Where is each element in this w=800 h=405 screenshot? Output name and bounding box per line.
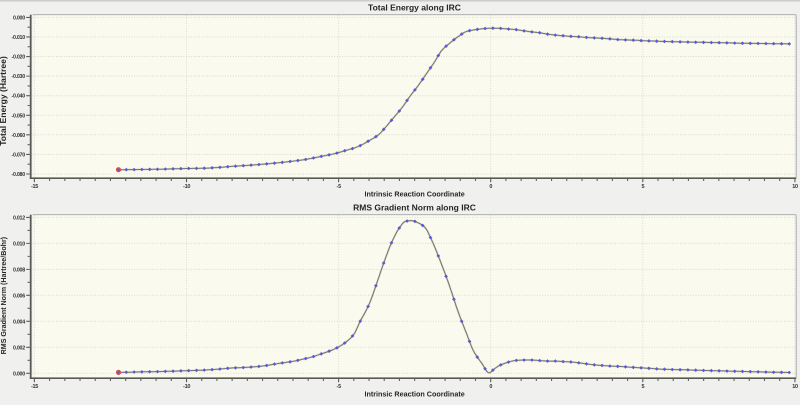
svg-text:0.012: 0.012 (13, 215, 25, 221)
svg-text:-0.040: -0.040 (12, 94, 26, 100)
svg-text:0.008: 0.008 (13, 267, 25, 273)
svg-text:RMS Gradient Norm along IRC: RMS Gradient Norm along IRC (353, 202, 476, 212)
svg-text:0.010: 0.010 (13, 241, 25, 247)
svg-text:-0.020: -0.020 (12, 55, 26, 61)
svg-text:-0.070: -0.070 (12, 152, 26, 158)
svg-text:0: 0 (489, 384, 492, 390)
svg-text:0.006: 0.006 (13, 293, 25, 299)
svg-text:Intrinsic Reaction Coordinate: Intrinsic Reaction Coordinate (364, 390, 464, 399)
svg-text:0.002: 0.002 (13, 345, 25, 351)
svg-text:-5: -5 (337, 384, 342, 390)
svg-text:5: 5 (642, 184, 645, 190)
svg-text:10: 10 (792, 184, 798, 190)
svg-text:-0.060: -0.060 (12, 133, 26, 139)
svg-text:5: 5 (642, 384, 645, 390)
svg-text:-0.050: -0.050 (12, 113, 26, 119)
svg-text:-5: -5 (337, 184, 342, 190)
svg-text:Total Energy (Hartree): Total Energy (Hartree) (0, 56, 8, 146)
svg-text:10: 10 (792, 384, 798, 390)
svg-text:-15: -15 (31, 184, 38, 190)
svg-text:Total Energy along IRC: Total Energy along IRC (368, 2, 461, 12)
svg-text:-0.010: -0.010 (12, 35, 26, 41)
svg-text:-10: -10 (183, 384, 190, 390)
svg-text:0.000: 0.000 (13, 371, 25, 377)
svg-text:Intrinsic Reaction Coordinate: Intrinsic Reaction Coordinate (364, 190, 464, 199)
svg-text:0: 0 (489, 184, 492, 190)
svg-text:0.000: 0.000 (13, 15, 25, 21)
svg-text:-0.080: -0.080 (12, 172, 26, 178)
svg-text:-0.030: -0.030 (12, 74, 26, 80)
svg-text:RMS Gradient Norm (Hartree/Boh: RMS Gradient Norm (Hartree/Bohr) (0, 236, 8, 354)
svg-text:0.004: 0.004 (13, 319, 25, 325)
svg-text:-10: -10 (183, 184, 190, 190)
svg-text:-15: -15 (31, 384, 38, 390)
